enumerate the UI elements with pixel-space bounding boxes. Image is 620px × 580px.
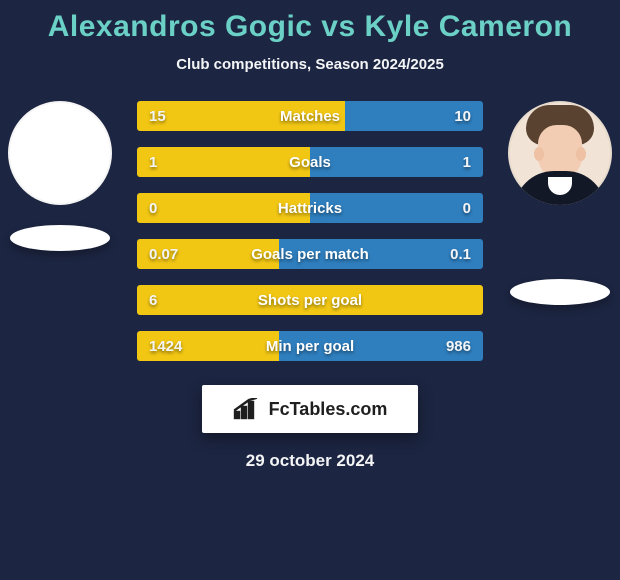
stat-row: 1 1 Goals	[137, 147, 483, 177]
brand-text: FcTables.com	[269, 399, 388, 420]
stat-value-right: 0	[463, 193, 471, 223]
stat-value-right: 986	[446, 331, 471, 361]
stat-value-right: 0.1	[450, 239, 471, 269]
stat-label: Hattricks	[278, 193, 342, 223]
stat-bar-right	[310, 147, 483, 177]
player-right-column	[500, 101, 620, 305]
stat-bars: 15 10 Matches 1 1 Goals 0 0 Hattricks 0.07 0.1 Goal…	[137, 101, 483, 361]
stat-value-left: 1424	[149, 331, 182, 361]
stat-value-left: 0	[149, 193, 157, 223]
player-left-column	[0, 101, 120, 251]
stat-row: 0 0 Hattricks	[137, 193, 483, 223]
brand-icon	[233, 398, 261, 420]
stat-value-right: 1	[463, 147, 471, 177]
subtitle: Club competitions, Season 2024/2025	[0, 56, 620, 73]
stat-value-left: 15	[149, 101, 166, 131]
page-title: Alexandros Gogic vs Kyle Cameron	[0, 0, 620, 44]
stat-row: 6 Shots per goal	[137, 285, 483, 315]
player-left-flag	[10, 225, 110, 251]
stat-value-right: 10	[454, 101, 471, 131]
stat-value-left: 0.07	[149, 239, 178, 269]
stat-row: 15 10 Matches	[137, 101, 483, 131]
date-stamp: 29 october 2024	[0, 451, 620, 471]
stat-label: Goals	[289, 147, 331, 177]
stat-value-left: 6	[149, 285, 157, 315]
stat-label: Min per goal	[266, 331, 354, 361]
player-left-avatar	[8, 101, 112, 205]
stat-row: 1424 986 Min per goal	[137, 331, 483, 361]
stat-value-left: 1	[149, 147, 157, 177]
brand-badge: FcTables.com	[202, 385, 418, 433]
stat-label: Shots per goal	[258, 285, 362, 315]
player-right-flag	[510, 279, 610, 305]
stat-row: 0.07 0.1 Goals per match	[137, 239, 483, 269]
player-right-avatar	[508, 101, 612, 205]
stat-label: Goals per match	[251, 239, 369, 269]
comparison-body: 15 10 Matches 1 1 Goals 0 0 Hattricks 0.07 0.1 Goal…	[0, 101, 620, 361]
comparison-infographic: Alexandros Gogic vs Kyle Cameron Club co…	[0, 0, 620, 580]
stat-bar-left	[137, 147, 310, 177]
stat-label: Matches	[280, 101, 340, 131]
